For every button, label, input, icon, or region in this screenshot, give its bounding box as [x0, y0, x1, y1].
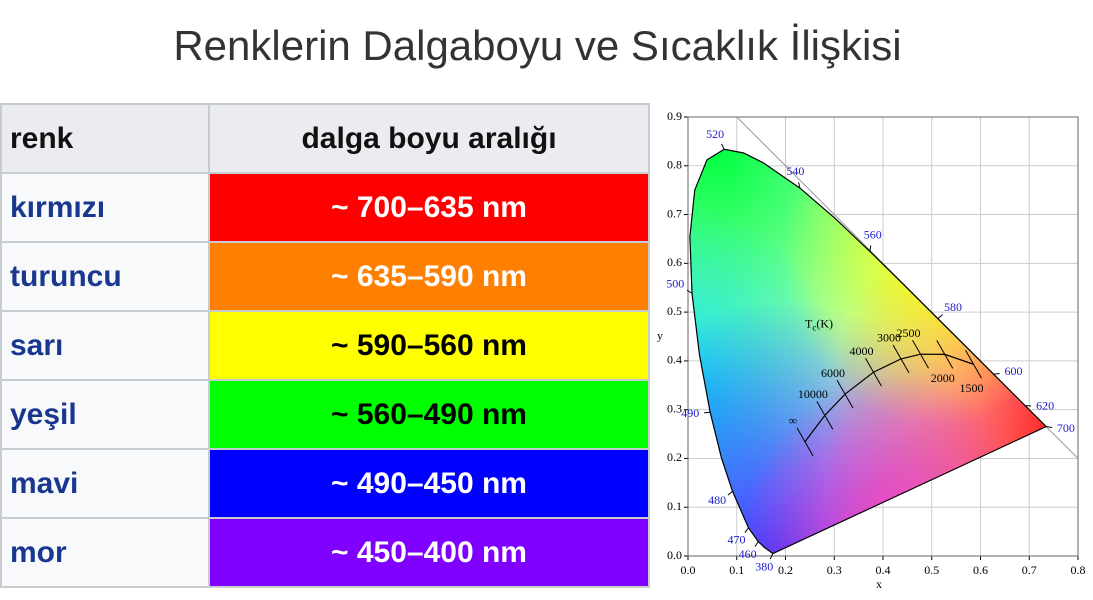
- color-name: sarı: [0, 310, 210, 381]
- wavelength-label: 470: [727, 532, 745, 546]
- wavelength-label: 500: [666, 276, 684, 290]
- temperature-label: 4000: [849, 344, 873, 358]
- color-name: kırmızı: [0, 172, 210, 243]
- spectral-locus: [689, 148, 1048, 555]
- x-tick-label: 0.7: [1022, 563, 1037, 577]
- y-tick-label: 0.3: [667, 401, 682, 415]
- locus-tick: [744, 527, 749, 533]
- wavelength-label: 700: [1057, 421, 1075, 435]
- table-row: turuncu ~ 635–590 nm: [0, 241, 650, 312]
- y-axis-label: y: [657, 328, 663, 342]
- y-tick-label: 0.9: [667, 109, 682, 123]
- isotherm: [865, 357, 882, 387]
- y-tick-label: 0.1: [667, 499, 682, 513]
- table-row: kırmızı ~ 700–635 nm: [0, 172, 650, 243]
- wavelength-label: 620: [1036, 398, 1054, 412]
- wavelength-label: 600: [1004, 364, 1022, 378]
- page-title: Renklerin Dalgaboyu ve Sıcaklık İlişkisi: [173, 22, 902, 69]
- wavelength-range: ~ 590–560 nm: [208, 310, 650, 381]
- locus-tick: [798, 182, 801, 189]
- temperature-label: 6000: [821, 366, 845, 380]
- locus-tick: [769, 553, 774, 560]
- temperature-label: 1500: [960, 381, 984, 395]
- x-tick-label: 0.4: [876, 563, 891, 577]
- table-row: sarı ~ 590–560 nm: [0, 310, 650, 381]
- cie-diagram: 0.0 0.1 0.2 0.3 0.4 0.5 0.6 0.7 0.8 0.0 0.1 0.2 0.3 0…: [657, 109, 1086, 591]
- wavelength-table: renk dalga boyu aralığı kırmızı ~ 700–635…: [0, 103, 650, 588]
- wavelength-range: ~ 635–590 nm: [208, 241, 650, 312]
- y-tick-label: 0.5: [667, 304, 682, 318]
- y-tick-label: 0.7: [667, 206, 682, 220]
- x-tick-label: 0.0: [681, 563, 696, 577]
- wavelength-range: ~ 490–450 nm: [208, 448, 650, 519]
- temperature-label: 2500: [897, 326, 921, 340]
- table-row: mavi ~ 490–450 nm: [0, 448, 650, 519]
- header-cell: dalga boyu aralığı: [208, 103, 650, 174]
- locus-tick: [754, 541, 759, 547]
- x-tick-label: 0.5: [924, 563, 939, 577]
- x-tick-label: 0.2: [778, 563, 793, 577]
- x-tick-label: 0.3: [827, 563, 842, 577]
- y-tick-label: 0.2: [667, 450, 682, 464]
- y-tick-label: 0.4: [667, 353, 682, 367]
- color-name: yeşil: [0, 379, 210, 450]
- wavelength-label: 480: [708, 493, 726, 507]
- planck-title-unit: (K): [816, 316, 833, 330]
- x-tick-label: 0.6: [973, 563, 988, 577]
- wavelength-label: 580: [944, 300, 962, 314]
- x-tick-label: 0.8: [1071, 563, 1086, 577]
- color-name: turuncu: [0, 241, 210, 312]
- y-tick-label: 0.6: [667, 255, 682, 269]
- isotherm: [796, 427, 814, 457]
- wavelength-label: 460: [739, 547, 757, 561]
- isotherm: [912, 339, 929, 369]
- wavelength-range: ~ 560–490 nm: [208, 379, 650, 450]
- locus-tick: [937, 314, 943, 320]
- locus-tick: [869, 245, 872, 252]
- locus-tick: [993, 372, 1000, 375]
- locus-tick: [1046, 426, 1053, 429]
- isotherm: [892, 344, 910, 374]
- table-row: mor ~ 450–400 nm: [0, 517, 650, 588]
- isotherm: [816, 401, 834, 430]
- isotherm: [836, 379, 854, 409]
- planck-title: Tc(K): [805, 316, 833, 332]
- locus-tick: [727, 490, 733, 496]
- color-name: mavi: [0, 448, 210, 519]
- y-tick-label: 0.8: [667, 158, 682, 172]
- isotherm: [965, 350, 982, 379]
- header-row: renk dalga boyu aralığı: [0, 103, 650, 174]
- plot-frame: [687, 116, 1079, 557]
- header-cell: renk: [0, 103, 210, 174]
- wavelength-label: 540: [786, 164, 804, 178]
- planck-title-main: T: [805, 316, 813, 330]
- locus-tick: [704, 411, 711, 414]
- wavelength-label: 520: [706, 127, 724, 141]
- temperature-label: 10000: [798, 387, 828, 401]
- wavelength-label: 380: [755, 560, 773, 574]
- locus-tick: [721, 143, 725, 150]
- color-name: mor: [0, 517, 210, 588]
- x-axis-label: x: [876, 577, 882, 591]
- table-row: yeşil ~ 560–490 nm: [0, 379, 650, 450]
- wavelength-label: 560: [864, 227, 882, 241]
- wavelength-range: ~ 700–635 nm: [208, 172, 650, 243]
- x-tick-label: 0.1: [729, 563, 744, 577]
- wavelength-range: ~ 450–400 nm: [208, 517, 650, 588]
- locus-tick: [686, 289, 693, 294]
- wavelength-label: 490: [681, 406, 699, 420]
- y-tick-label: 0.0: [667, 548, 682, 562]
- temperature-label: ∞: [789, 414, 798, 428]
- temperature-label: 3000: [877, 331, 901, 345]
- planckian-locus: [804, 353, 974, 443]
- planck-title-sub: c: [812, 322, 816, 332]
- isotherm: [936, 340, 954, 369]
- temperature-label: 2000: [931, 371, 955, 385]
